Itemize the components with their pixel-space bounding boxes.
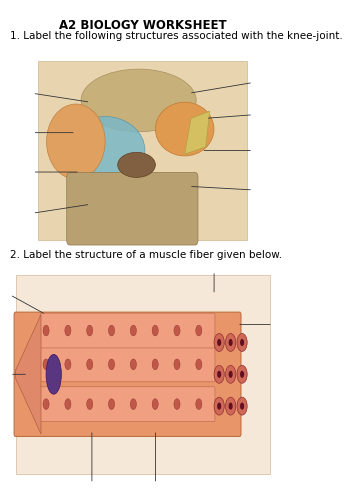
FancyBboxPatch shape <box>40 386 215 422</box>
Ellipse shape <box>118 152 155 178</box>
Circle shape <box>217 402 221 409</box>
Circle shape <box>65 359 71 370</box>
Text: 2. Label the structure of a muscle fiber given below.: 2. Label the structure of a muscle fiber… <box>10 250 282 260</box>
Circle shape <box>86 359 93 370</box>
FancyBboxPatch shape <box>40 313 215 348</box>
Circle shape <box>237 397 247 415</box>
Ellipse shape <box>65 116 145 184</box>
FancyBboxPatch shape <box>67 172 198 245</box>
Circle shape <box>214 334 224 351</box>
Circle shape <box>130 325 136 336</box>
Circle shape <box>43 325 49 336</box>
Circle shape <box>229 370 233 378</box>
Circle shape <box>108 359 115 370</box>
Circle shape <box>229 402 233 409</box>
Circle shape <box>237 366 247 384</box>
Circle shape <box>196 325 202 336</box>
Circle shape <box>226 397 236 415</box>
Circle shape <box>108 399 115 409</box>
Polygon shape <box>185 111 210 154</box>
Polygon shape <box>16 314 41 434</box>
Text: A2 BIOLOGY WORKSHEET: A2 BIOLOGY WORKSHEET <box>59 19 227 32</box>
Ellipse shape <box>155 102 214 156</box>
FancyBboxPatch shape <box>16 275 270 474</box>
Circle shape <box>86 325 93 336</box>
Text: 1. Label the following structures associated with the knee-joint.: 1. Label the following structures associ… <box>10 31 343 41</box>
Circle shape <box>174 399 180 409</box>
Circle shape <box>174 325 180 336</box>
Circle shape <box>43 359 49 370</box>
Circle shape <box>152 325 158 336</box>
Ellipse shape <box>81 69 196 132</box>
FancyBboxPatch shape <box>38 61 247 240</box>
Circle shape <box>174 359 180 370</box>
FancyBboxPatch shape <box>14 312 241 436</box>
Ellipse shape <box>47 104 105 179</box>
Circle shape <box>237 334 247 351</box>
Circle shape <box>240 339 244 346</box>
Circle shape <box>226 334 236 351</box>
FancyBboxPatch shape <box>40 347 215 382</box>
Circle shape <box>240 370 244 378</box>
Circle shape <box>217 339 221 346</box>
Circle shape <box>152 399 158 409</box>
Ellipse shape <box>46 354 61 394</box>
Circle shape <box>43 399 49 409</box>
Circle shape <box>240 402 244 409</box>
Circle shape <box>130 359 136 370</box>
Circle shape <box>214 397 224 415</box>
Circle shape <box>226 366 236 384</box>
Circle shape <box>65 325 71 336</box>
Circle shape <box>86 399 93 409</box>
Circle shape <box>214 366 224 384</box>
Circle shape <box>196 399 202 409</box>
Circle shape <box>196 359 202 370</box>
Circle shape <box>152 359 158 370</box>
Circle shape <box>65 399 71 409</box>
Circle shape <box>108 325 115 336</box>
Circle shape <box>229 339 233 346</box>
Circle shape <box>130 399 136 409</box>
Circle shape <box>217 370 221 378</box>
